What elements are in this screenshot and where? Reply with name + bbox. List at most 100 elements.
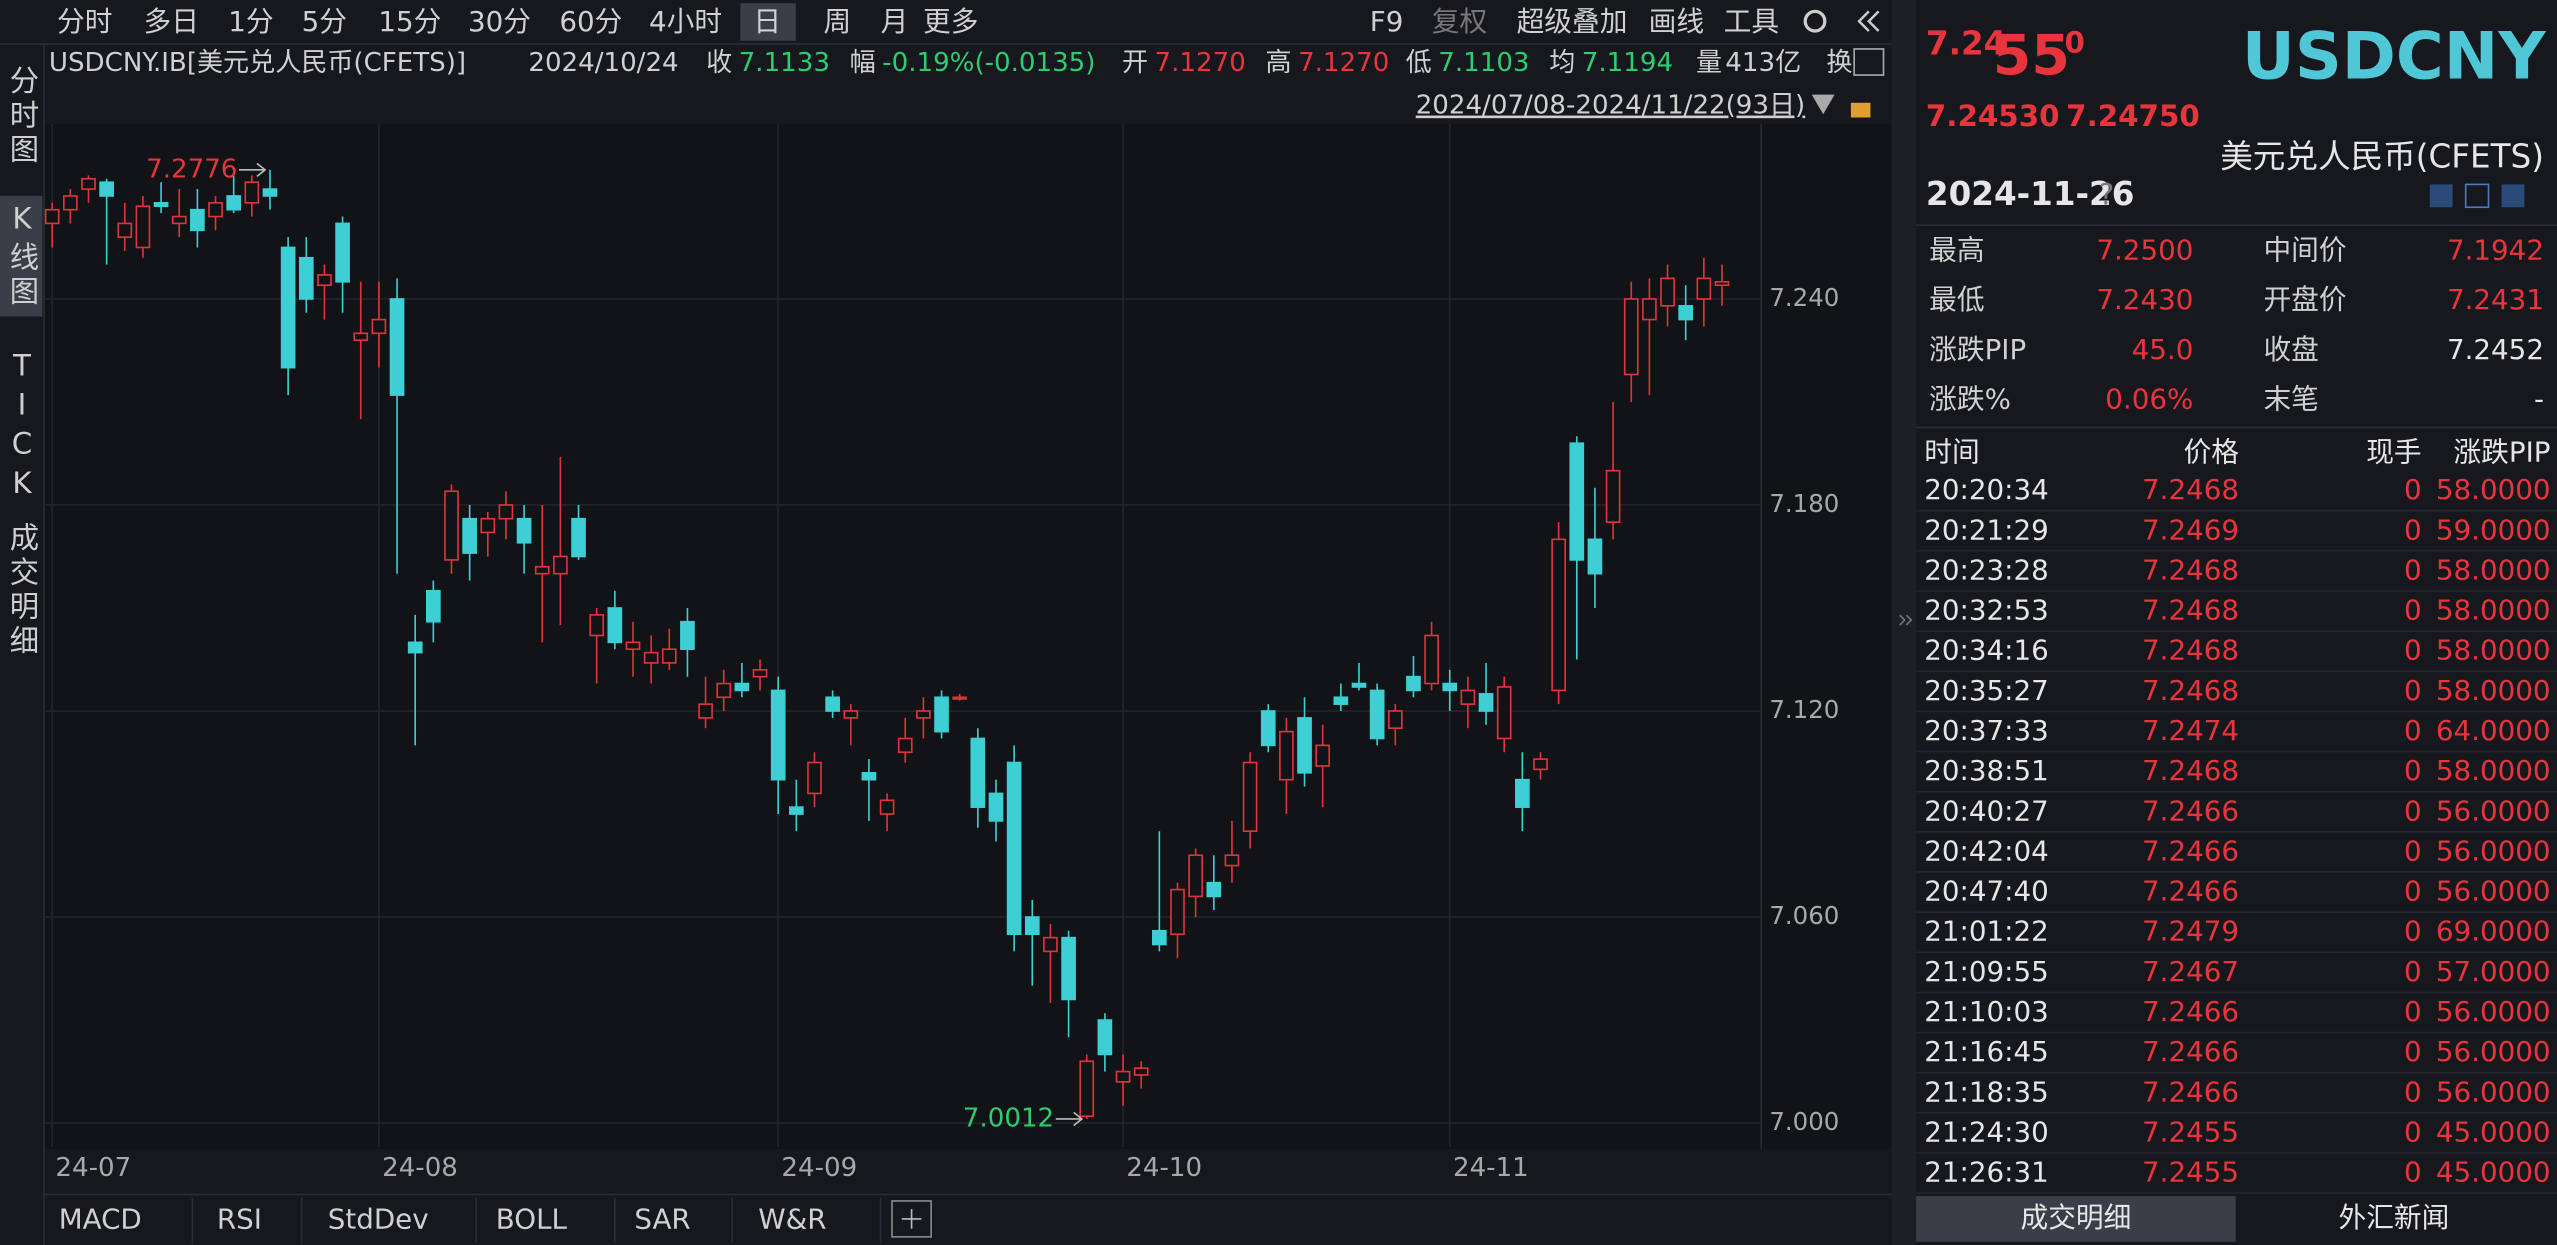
period-tab[interactable]: 30分 — [468, 5, 531, 38]
candle-body — [534, 565, 550, 575]
candle-body — [1424, 634, 1439, 685]
instrument-name: 美元兑人民币(CFETS) — [2220, 137, 2544, 175]
tool-button[interactable]: 复权 — [1432, 5, 1487, 38]
candle-body — [1043, 936, 1058, 953]
side-tab[interactable]: TICK — [4, 349, 40, 506]
price-main: 7.24 — [1926, 25, 2006, 63]
table-cell: 57.0000 — [2436, 955, 2551, 988]
table-cell: 7.2455 — [2142, 1156, 2239, 1189]
table-cell: 56.0000 — [2436, 995, 2551, 1028]
candle-body — [407, 641, 423, 654]
candle-body — [1569, 442, 1585, 561]
candle-body — [607, 607, 623, 644]
period-tab[interactable]: 15分 — [378, 5, 441, 38]
collapse-icon[interactable] — [1899, 614, 1913, 626]
period-tab[interactable]: 日 — [753, 5, 781, 38]
collapse-icon[interactable] — [1857, 10, 1880, 32]
candle-body — [571, 517, 586, 558]
y-tick-label: 7.000 — [1769, 1107, 1839, 1136]
help[interactable]: ? — [2099, 177, 2115, 211]
edit-icon[interactable] — [2429, 184, 2453, 208]
period-tab[interactable]: 更多 — [923, 5, 978, 38]
candle-body — [1006, 761, 1022, 936]
candle-body — [1478, 693, 1494, 712]
indicator-tab[interactable]: W&R — [758, 1203, 826, 1236]
period-tab[interactable]: 月 — [881, 5, 909, 38]
candle-body — [716, 682, 732, 699]
candle-body — [1188, 854, 1203, 898]
stat-value: 7.2452 — [2447, 333, 2544, 366]
table-cell: 0 — [2404, 594, 2422, 627]
max-label: 7.2776 — [146, 154, 237, 184]
table-cell: 0 — [2404, 995, 2422, 1028]
side-tab[interactable]: 成交明细 — [4, 522, 40, 660]
period-tab[interactable]: 1分 — [228, 5, 273, 38]
candle-body — [1660, 277, 1675, 307]
candle-body — [317, 274, 332, 287]
tool-button[interactable]: F9 — [1370, 5, 1404, 38]
candle-body — [1442, 682, 1458, 692]
table-cell: 58.0000 — [2436, 553, 2551, 586]
candle-body — [153, 202, 169, 208]
tool-button[interactable]: 工具 — [1724, 5, 1779, 38]
panel-tab[interactable]: 成交明细 — [2021, 1201, 2132, 1234]
table-cell: 20:34:16 — [1924, 634, 2048, 667]
candle-body — [1333, 696, 1349, 705]
info-high: 7.1270 — [1298, 48, 1389, 78]
candle-body — [1061, 936, 1076, 1001]
period-tab[interactable]: 5分 — [302, 5, 347, 38]
period-tab[interactable]: 周 — [824, 5, 852, 38]
alert-icon[interactable] — [2464, 183, 2490, 209]
candle-body — [425, 590, 441, 623]
table-cell: 20:38:51 — [1924, 754, 2048, 787]
splitter[interactable] — [1891, 0, 1917, 1245]
candle-body — [1279, 730, 1294, 781]
date-range[interactable]: 2024/07/08-2024/11/22(93日) — [1416, 91, 1806, 121]
candle-body — [62, 195, 78, 211]
candle-body — [1242, 761, 1258, 833]
info-avg: 7.1194 — [1582, 48, 1673, 78]
candle-body — [99, 181, 114, 197]
indicator-tab[interactable]: MACD — [59, 1203, 142, 1236]
candle-body — [589, 614, 605, 637]
tool-button[interactable]: 画线 — [1649, 5, 1704, 38]
table-cell: 7.2467 — [2142, 955, 2239, 988]
dropdown-icon[interactable] — [1811, 94, 1835, 115]
add-indicator[interactable] — [891, 1200, 932, 1238]
candle-body — [1587, 538, 1603, 575]
table-cell: 0 — [2404, 714, 2422, 747]
table-cell: 56.0000 — [2436, 834, 2551, 867]
candle-body — [952, 696, 968, 700]
table-cell: 20:20:34 — [1924, 473, 2048, 506]
period-tab[interactable]: 多日 — [144, 5, 199, 38]
add-icon[interactable] — [2501, 184, 2525, 208]
settings-icon[interactable] — [1803, 9, 1827, 33]
panel-tab[interactable]: 外汇新闻 — [2338, 1201, 2449, 1234]
table-cell: 7.2468 — [2142, 553, 2239, 586]
lock-icon[interactable] — [1850, 102, 1871, 118]
stat-label: 最高 — [1929, 233, 1984, 266]
candle-body — [244, 181, 260, 204]
bid: 7.24530 — [1926, 99, 2060, 133]
info-close: 7.1133 — [739, 48, 830, 78]
candle-body — [916, 710, 931, 719]
side-tab[interactable]: 分时图 — [4, 65, 40, 169]
candle-body — [752, 668, 768, 678]
table-cell: 20:42:04 — [1924, 834, 2048, 867]
indicator-tab[interactable]: BOLL — [496, 1203, 568, 1236]
indicator-tab[interactable]: StdDev — [328, 1203, 429, 1236]
indicator-tab[interactable]: SAR — [634, 1203, 690, 1236]
tool-button[interactable]: 超级叠加 — [1517, 5, 1628, 38]
period-tab[interactable]: 分时 — [57, 5, 112, 38]
period-tab[interactable]: 4小时 — [649, 5, 722, 38]
candle-body — [1369, 689, 1385, 740]
side-tab[interactable]: K线图 — [0, 195, 43, 317]
info-high-label: 高 — [1265, 48, 1291, 78]
wp-icon[interactable] — [1853, 48, 1885, 76]
candle-body — [988, 792, 1004, 822]
period-tab[interactable]: 60分 — [559, 5, 622, 38]
active-period-bg — [740, 3, 796, 41]
indicator-tab[interactable]: RSI — [217, 1203, 262, 1236]
table-cell: 21:01:22 — [1924, 915, 2048, 948]
